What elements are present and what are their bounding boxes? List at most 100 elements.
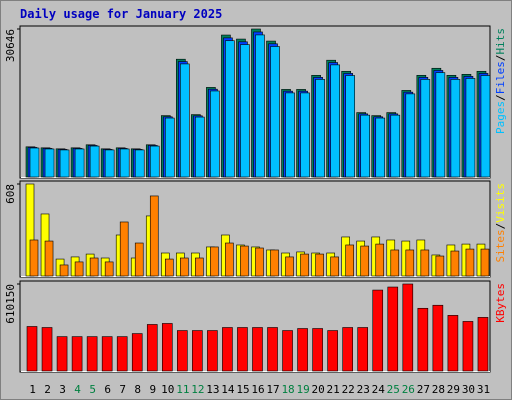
bar — [210, 246, 219, 277]
x-tick-label: 24 — [372, 383, 386, 396]
bar — [330, 256, 339, 277]
bar — [161, 323, 173, 372]
bar — [240, 245, 249, 277]
x-tick-label: 16 — [251, 383, 264, 396]
bar — [285, 256, 294, 277]
bar — [405, 93, 416, 178]
y-tick-label: 610150 — [4, 284, 17, 324]
bar — [104, 261, 114, 277]
bar — [207, 330, 218, 372]
bar — [360, 114, 371, 178]
legend-separator: / — [494, 55, 507, 62]
x-tick-label: 11 — [176, 383, 189, 396]
bar — [465, 78, 476, 178]
x-tick-label: 28 — [432, 383, 445, 396]
x-tick-label: 3 — [59, 383, 66, 396]
bar — [282, 330, 293, 372]
bar — [390, 114, 401, 178]
bar — [300, 92, 310, 178]
bar — [315, 253, 324, 277]
bar — [477, 317, 489, 372]
bar — [180, 257, 189, 277]
x-tick-label: 5 — [89, 383, 96, 396]
bar — [74, 261, 84, 277]
bar — [74, 148, 85, 178]
bar — [435, 255, 445, 277]
bar — [297, 328, 308, 372]
bar — [300, 253, 309, 277]
legend-separator: / — [494, 223, 507, 230]
bar — [417, 307, 429, 372]
bar — [387, 286, 399, 372]
x-tick-label: 1 — [29, 383, 36, 396]
bar — [270, 46, 280, 178]
bar — [89, 145, 100, 178]
bar — [89, 257, 99, 277]
bar — [360, 245, 370, 277]
bar — [41, 327, 53, 372]
bar — [195, 257, 204, 277]
x-tick-label: 15 — [236, 383, 249, 396]
bar — [420, 79, 431, 178]
bar — [149, 195, 159, 277]
bar — [225, 242, 234, 277]
bar — [86, 336, 98, 372]
bar — [101, 336, 113, 372]
bar — [59, 264, 69, 277]
x-tick-label: 22 — [342, 383, 355, 396]
x-tick-label: 19 — [296, 383, 309, 396]
bar — [56, 336, 68, 372]
bar — [420, 249, 430, 277]
y-tick-label: 30646 — [4, 29, 17, 62]
bar — [44, 240, 54, 277]
x-tick-label: 21 — [327, 383, 340, 396]
bar — [134, 149, 145, 178]
bar — [345, 75, 355, 178]
bar — [134, 242, 144, 277]
bar — [342, 327, 353, 372]
bar — [330, 64, 340, 178]
bar — [192, 330, 203, 372]
legend: Sites/Visits — [494, 183, 507, 263]
x-tick-label: 29 — [447, 383, 460, 396]
x-tick-label: 26 — [402, 383, 415, 396]
bar — [267, 327, 278, 372]
legend: Pages/Files/Hits — [494, 28, 507, 134]
bar — [390, 249, 400, 277]
y-tick-label: 608 — [4, 184, 17, 204]
legend-entry: KBytes — [494, 283, 507, 323]
bar — [149, 145, 160, 178]
bar — [465, 248, 475, 277]
bar — [146, 324, 158, 372]
x-tick-label: 8 — [134, 383, 141, 396]
bar — [225, 40, 235, 178]
legend-entry: Pages — [494, 101, 507, 134]
x-tick-label: 12 — [191, 383, 204, 396]
x-tick-label: 2 — [44, 383, 51, 396]
x-tick-label: 17 — [266, 383, 279, 396]
bar — [450, 79, 461, 178]
bar — [177, 330, 188, 372]
legend-entry: Sites — [494, 229, 507, 262]
bar — [29, 239, 39, 277]
bar — [240, 44, 250, 178]
bar — [252, 327, 263, 372]
bar — [237, 327, 248, 372]
x-tick-label: 31 — [477, 383, 490, 396]
bar — [345, 244, 354, 277]
chart-title: Daily usage for January 2025 — [20, 7, 222, 21]
bar — [44, 148, 55, 178]
bar — [119, 148, 130, 178]
legend-entry: Visits — [494, 183, 507, 223]
bar — [210, 90, 220, 178]
bar — [180, 63, 190, 178]
bar — [405, 249, 415, 277]
bar — [164, 258, 174, 277]
x-tick-label: 27 — [417, 383, 430, 396]
bar — [435, 72, 446, 178]
bar — [270, 249, 279, 277]
bar — [255, 247, 264, 277]
x-tick-label: 4 — [74, 383, 81, 396]
